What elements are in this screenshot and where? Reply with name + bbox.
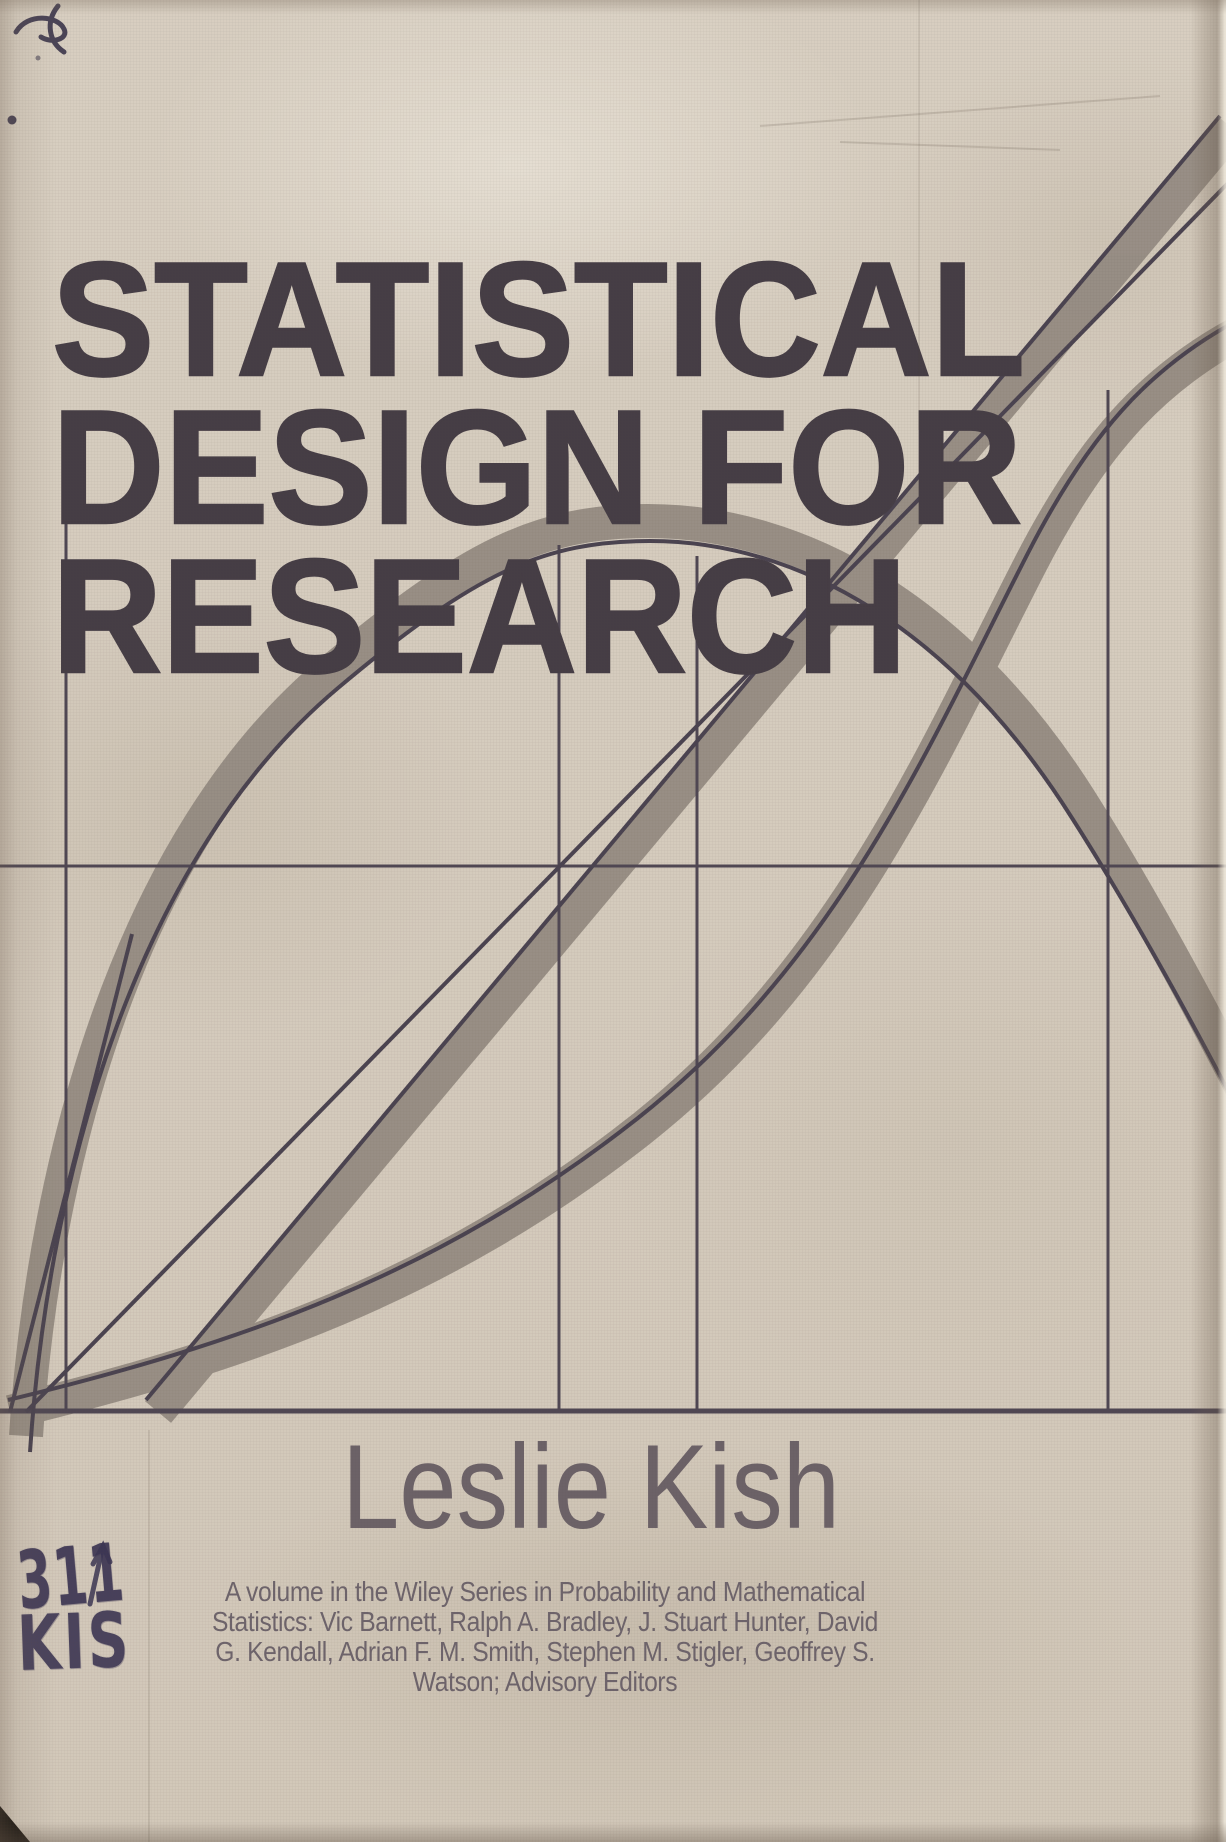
diagonal-line: [24, 182, 1226, 1414]
series-note: A volume in the Wiley Series in Probabil…: [149, 1577, 941, 1697]
steep-short-line: [8, 933, 134, 1413]
author-name: Leslie Kish: [342, 1420, 840, 1554]
curve-lines: [7, 114, 1226, 1453]
grid-lines: [0, 390, 1226, 1414]
pen-scribble: [7, 3, 68, 125]
stamp-arrow-stem: [87, 1547, 105, 1607]
title-block: STATISTICAL DESIGN FOR RESEARCH: [51, 228, 1027, 709]
call-number-letters: KIS: [15, 1595, 133, 1688]
linear-band: [144, 117, 1226, 1423]
series-note-line: Statistics: Vic Barnett, Ralph A. Bradle…: [211, 1606, 879, 1637]
series-note-line: A volume in the Wiley Series in Probabil…: [224, 1576, 866, 1607]
ink-dot: [7, 115, 17, 125]
title-line-2: DESIGN FOR: [52, 377, 1022, 558]
photo-corner-shadow: [0, 1806, 30, 1842]
scratch-mark: [839, 141, 1061, 151]
scratch-mark: [759, 95, 1161, 127]
series-note-line: Watson; Advisory Editors: [412, 1666, 678, 1697]
title-line-3: RESEARCH: [52, 526, 907, 707]
ink-dot: [35, 55, 41, 61]
pen-scribble-stroke: [47, 3, 67, 55]
pen-scribble-stroke: [13, 15, 68, 43]
title-line-1: STATISTICAL: [52, 229, 1025, 410]
stamp-arrow-head: [90, 1540, 113, 1567]
ogive-curve-line: [7, 324, 1226, 1402]
linear-band-line: [144, 114, 1222, 1402]
series-note-line: G. Kendall, Adrian F. M. Smith, Stephen …: [215, 1636, 875, 1667]
paper-scratches: [759, 95, 1161, 151]
bell-curve-line: [28, 538, 1226, 1453]
ogive-curve-band: [5, 320, 1226, 1429]
stamp-arrow-mark: [87, 1540, 113, 1607]
